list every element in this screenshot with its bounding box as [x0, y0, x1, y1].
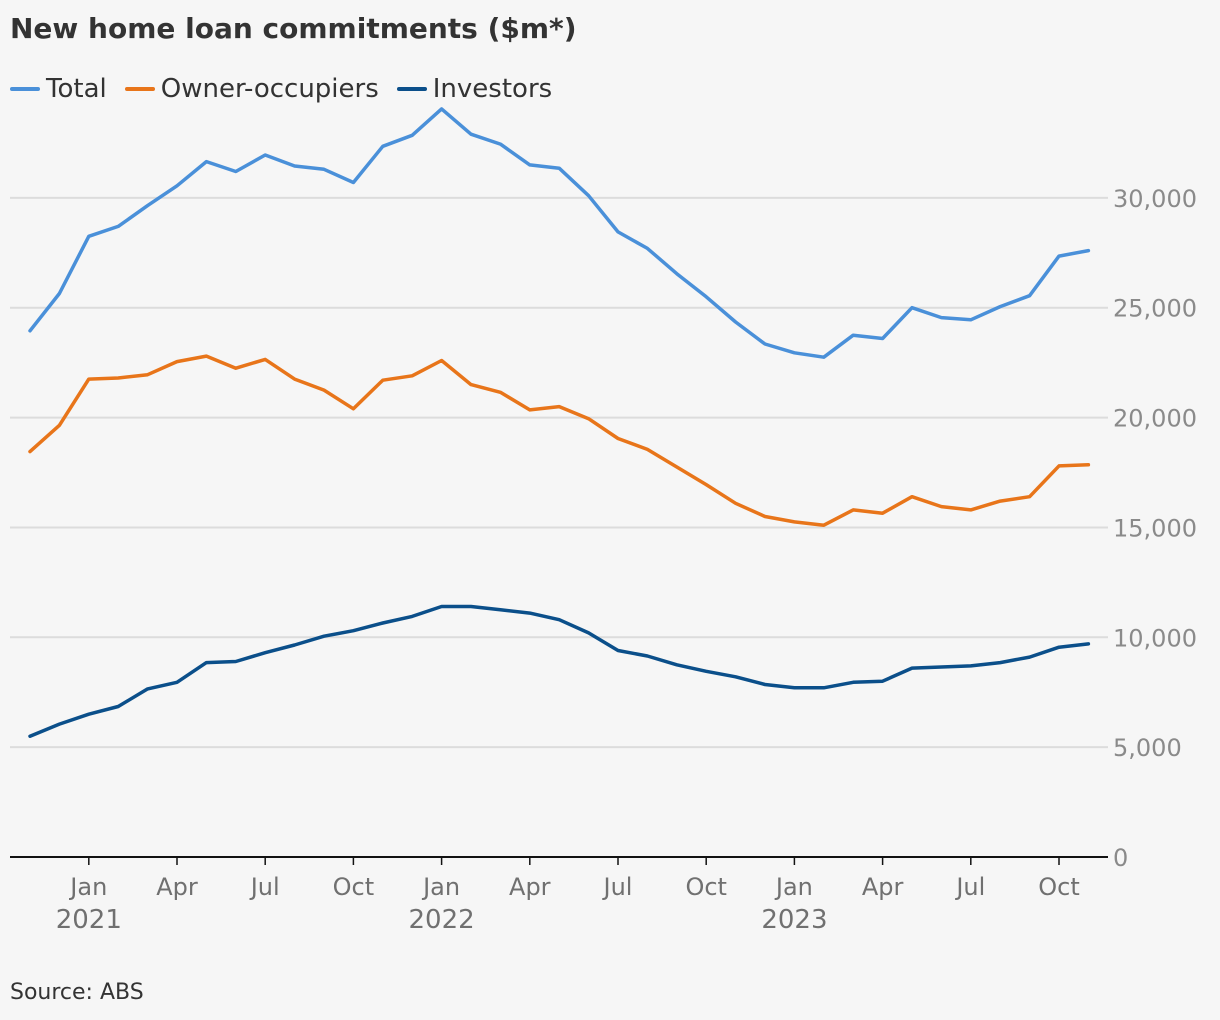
x-year-label: 2022	[409, 905, 475, 935]
legend-label-owner-occupiers: Owner-occupiers	[160, 74, 379, 104]
y-axis-ticks: 0 5,000 10,000 15,000 20,000 25,000 30,000	[1113, 185, 1197, 872]
y-tick-label: 5,000	[1113, 734, 1182, 762]
series-line-owner-occupiers	[28, 354, 1091, 527]
x-tick-label: Jul	[954, 873, 985, 901]
x-year-label: 2023	[761, 905, 827, 935]
x-tick-label: Oct	[333, 873, 375, 901]
y-tick-label: 0	[1113, 844, 1128, 872]
x-tick-label: Jan	[68, 873, 107, 901]
legend-item-owner-occupiers: Owner-occupiers	[124, 74, 379, 104]
y-tick-label: 10,000	[1113, 624, 1197, 652]
x-tick-label: Apr	[509, 873, 551, 901]
x-axis: Jan 2021 Apr Jul Oct Jan 2022 Apr Jul Oct Jan 2023 A…	[10, 856, 1108, 935]
y-tick-label: 20,000	[1113, 405, 1197, 433]
legend-item-investors: Investors	[396, 74, 553, 104]
x-tick-label: Jul	[602, 873, 633, 901]
legend-label-investors: Investors	[432, 74, 553, 104]
x-tick-label: Apr	[862, 873, 904, 901]
x-tick-label: Jan	[421, 873, 460, 901]
y-tick-label: 15,000	[1113, 514, 1197, 542]
legend-item-total: Total	[10, 74, 107, 104]
x-tick-label: Oct	[1038, 873, 1080, 901]
legend-swatch-owner-occupiers	[124, 87, 155, 91]
chart-title: New home loan commitments ($m*)	[10, 12, 577, 45]
series-lines	[28, 107, 1091, 738]
series-line-total	[28, 107, 1091, 359]
x-year-label: 2021	[56, 905, 122, 935]
gridlines	[10, 196, 1108, 749]
x-tick-label: Jan	[774, 873, 813, 901]
legend-swatch-investors	[396, 87, 427, 91]
legend-label-total: Total	[46, 74, 107, 104]
source-note: Source: ABS	[10, 980, 144, 1005]
x-tick-label: Jul	[249, 873, 280, 901]
y-tick-label: 30,000	[1113, 185, 1197, 213]
x-tick-label: Apr	[156, 873, 198, 901]
series-line-investors	[28, 604, 1091, 738]
x-tick-label: Oct	[685, 873, 727, 901]
chart-legend: Total Owner-occupiers Investors	[10, 74, 570, 104]
y-tick-label: 25,000	[1113, 295, 1197, 323]
legend-swatch-total	[10, 87, 40, 91]
